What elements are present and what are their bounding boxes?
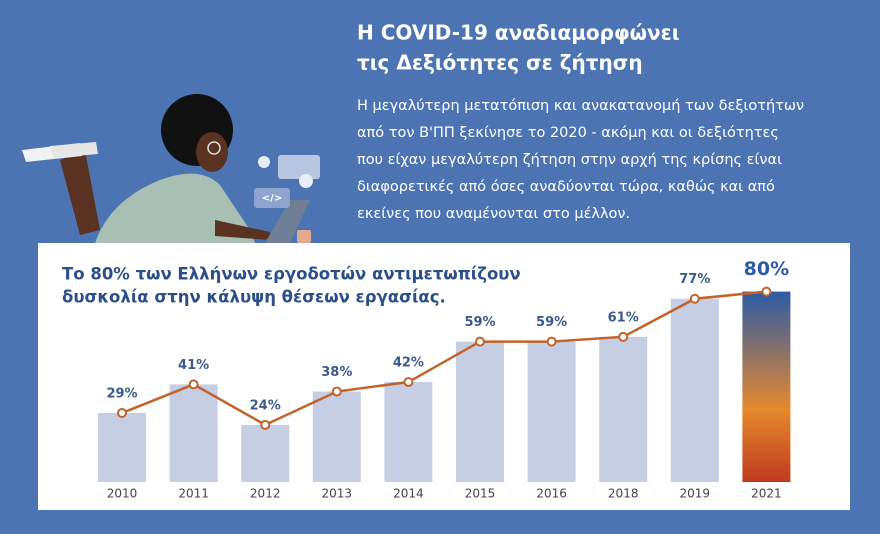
body-text: διαφορετικές από όσες αναδύονται τώρα, κ…: [357, 179, 775, 195]
x-tick-label: 2012: [250, 487, 281, 501]
point: [331, 386, 342, 397]
value-label: 59%: [536, 315, 567, 330]
page-title: Η COVID-19 αναδιαμορφώνει: [357, 21, 680, 45]
bar: [599, 336, 648, 482]
code-icon: </>: [262, 193, 282, 204]
point: [618, 331, 629, 342]
point: [260, 419, 271, 430]
x-tick-label: 2018: [608, 487, 639, 501]
value-label: 29%: [106, 386, 137, 401]
chart-title: δυσκολία στην κάλυψη θέσεων εργασίας.: [62, 288, 446, 307]
bar: [241, 424, 290, 482]
leg: [60, 150, 100, 235]
body-text: Η μεγαλύτερη μετατόπιση και ανακατανομή …: [357, 98, 804, 114]
value-label: 24%: [250, 398, 281, 413]
code-bubble: [254, 188, 290, 208]
arm: [215, 220, 270, 240]
x-tick-label: 2014: [393, 487, 424, 501]
bar: [527, 341, 576, 482]
body-text: που είχαν μεγαλύτερη ζήτηση στην αρχή τη…: [357, 152, 782, 168]
x-tick-label: 2013: [322, 487, 353, 501]
line: [121, 290, 767, 427]
shoe: [50, 142, 98, 158]
face: [196, 132, 228, 172]
value-label: 42%: [393, 356, 424, 371]
value-label: 59%: [464, 315, 495, 330]
icon: [299, 174, 313, 188]
value-label: 41%: [178, 358, 209, 373]
point: [117, 407, 127, 418]
point: [689, 293, 700, 304]
x-tick-label: 2016: [536, 487, 567, 501]
cup: [297, 230, 311, 243]
bar: [670, 298, 719, 482]
bar: [98, 412, 146, 482]
chart-title: Το 80% των Ελλήνων εργοδοτών αντιμετωπίζ…: [62, 265, 521, 284]
x-tick-label: 2019: [680, 487, 711, 501]
value-label: 61%: [608, 310, 639, 325]
bar: [384, 382, 433, 482]
laptop: [265, 200, 310, 243]
value-label: 38%: [321, 365, 352, 380]
point: [403, 377, 414, 388]
x-tick-label: 2021: [751, 487, 782, 501]
point: [761, 286, 772, 297]
x-tick-label: 2011: [178, 487, 209, 501]
bar: [456, 341, 504, 482]
icon: [258, 156, 270, 168]
body-text: εκείνες που αναμένονται στο μέλλον.: [357, 206, 630, 222]
point: [546, 336, 557, 347]
x-tick-label: 2015: [465, 487, 496, 501]
x-tick-label: 2010: [107, 487, 138, 501]
bar: [312, 391, 361, 482]
point: [475, 336, 485, 347]
value-label: 80%: [744, 258, 789, 280]
point: [188, 379, 199, 390]
bar: [169, 384, 218, 482]
chat-bubble: [278, 155, 320, 179]
page-title: τις Δεξιότητες σε ζήτηση: [357, 51, 643, 75]
illustration: </>: [22, 94, 320, 243]
body-text: από τον Β'ΠΠ ξεκίνησε το 2020 - ακόμη κα…: [357, 125, 779, 141]
value-label: 77%: [679, 272, 710, 287]
bar: [742, 291, 791, 482]
glasses: [207, 141, 221, 155]
